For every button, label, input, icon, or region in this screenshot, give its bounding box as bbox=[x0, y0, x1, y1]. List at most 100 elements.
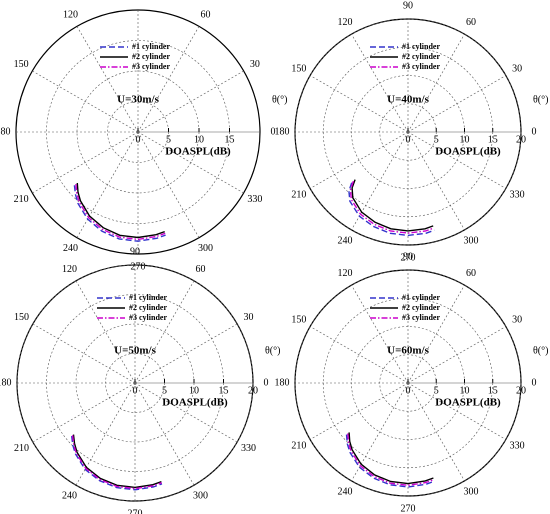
theta-tick-label: 270 bbox=[131, 261, 146, 272]
spoke bbox=[351, 284, 409, 384]
theta-tick-label: 180 bbox=[0, 126, 11, 137]
theta-tick-label: 90 bbox=[403, 251, 413, 262]
theta-tick-label: 210 bbox=[14, 443, 29, 454]
theta-tick-label: 150 bbox=[14, 312, 29, 323]
spoke bbox=[407, 326, 507, 384]
theta-tick-label: 150 bbox=[14, 59, 29, 70]
spoke bbox=[407, 75, 507, 133]
spoke bbox=[75, 280, 136, 384]
legend-label: #1 cylinder bbox=[129, 293, 167, 302]
radial-axis-label: DOASPL(dB) bbox=[165, 146, 231, 158]
polar-plot: 0510150306090120150180210240270300330U=3… bbox=[0, 0, 287, 272]
r-tick-label: 0 bbox=[136, 134, 141, 145]
spoke bbox=[351, 382, 409, 482]
spoke bbox=[407, 33, 465, 133]
theta-tick-label: 30 bbox=[512, 314, 522, 325]
polar-plot: 0 5 10 15 20 0 30 60 90 120 150 180 210 240 270 300 330 U… bbox=[275, 0, 549, 263]
theta-tick-label: 90 bbox=[130, 246, 140, 257]
angular-axis-label: θ(°) bbox=[272, 94, 287, 105]
angular-axis-label: θ(°) bbox=[265, 345, 280, 356]
theta-tick-label: 210 bbox=[291, 189, 306, 200]
theta-tick-label: 120 bbox=[338, 268, 353, 279]
theta-tick-label: 240 bbox=[63, 243, 78, 254]
theta-tick-label: 0 bbox=[532, 126, 537, 137]
r-tick-label: 20 bbox=[516, 385, 526, 396]
r-tick-label: 10 bbox=[189, 385, 199, 396]
theta-tick-label: 90 bbox=[133, 0, 143, 2]
theta-tick-label: 180 bbox=[0, 377, 12, 388]
legend-label: #2 cylinder bbox=[132, 52, 170, 61]
theta-tick-label: 90 bbox=[403, 0, 413, 11]
series-line bbox=[76, 182, 165, 239]
spoke bbox=[309, 75, 409, 133]
annotation: U=40m/s bbox=[387, 94, 429, 106]
theta-tick-label: 60 bbox=[201, 9, 211, 20]
theta-tick-label: 210 bbox=[291, 440, 306, 451]
series-line bbox=[349, 180, 434, 234]
series-line bbox=[73, 185, 166, 242]
theta-tick-label: 150 bbox=[291, 63, 306, 74]
theta-tick-label: 30 bbox=[243, 312, 253, 323]
angular-axis-label: θ(°) bbox=[533, 94, 548, 105]
theta-tick-label: 300 bbox=[464, 486, 479, 497]
spoke bbox=[407, 131, 507, 189]
theta-tick-label: 30 bbox=[512, 63, 522, 74]
spoke bbox=[309, 131, 409, 189]
series-line bbox=[348, 182, 435, 237]
r-tick-label: 15 bbox=[225, 134, 235, 145]
theta-tick-label: 60 bbox=[196, 264, 206, 275]
spoke bbox=[407, 382, 465, 482]
legend-label: #3 cylinder bbox=[132, 62, 170, 71]
series-line bbox=[347, 433, 435, 487]
r-tick-label: 10 bbox=[460, 385, 470, 396]
legend-label: #1 cylinder bbox=[132, 42, 170, 51]
r-tick-label: 0 bbox=[133, 385, 138, 396]
theta-tick-label: 240 bbox=[338, 235, 353, 246]
theta-tick-label: 270 bbox=[401, 503, 416, 514]
legend-label: #2 cylinder bbox=[402, 303, 440, 312]
r-tick-label: 15 bbox=[488, 134, 498, 145]
series-line bbox=[345, 434, 435, 488]
theta-tick-label: 300 bbox=[193, 491, 208, 502]
legend-label: #1 cylinder bbox=[402, 293, 440, 302]
theta-tick-label: 120 bbox=[62, 264, 77, 275]
theta-tick-label: 330 bbox=[510, 189, 525, 200]
spoke bbox=[76, 131, 139, 238]
spoke bbox=[137, 26, 200, 133]
series-line bbox=[75, 184, 166, 241]
theta-tick-label: 60 bbox=[466, 17, 476, 28]
theta-tick-label: 0 bbox=[271, 126, 276, 137]
angular-axis-label: θ(°) bbox=[533, 345, 548, 356]
legend-label: #3 cylinder bbox=[402, 62, 440, 71]
theta-tick-label: 240 bbox=[338, 486, 353, 497]
r-tick-label: 0 bbox=[406, 385, 411, 396]
spoke bbox=[32, 131, 139, 194]
spoke bbox=[32, 70, 139, 133]
polar-plot: 0 5 10 15 20 0 30 60 90 120 150 180 210 240 270 300 330 U… bbox=[275, 251, 549, 514]
radial-axis-label: DOASPL(dB) bbox=[162, 397, 228, 409]
r-tick-label: 20 bbox=[516, 134, 526, 145]
r-tick-label: 10 bbox=[460, 134, 470, 145]
r-tick-label: 15 bbox=[488, 385, 498, 396]
theta-tick-label: 210 bbox=[14, 194, 29, 205]
radial-axis-label: DOASPL(dB) bbox=[435, 146, 501, 158]
series-line bbox=[351, 179, 434, 232]
r-tick-label: 15 bbox=[219, 385, 229, 396]
spoke bbox=[407, 284, 465, 384]
theta-tick-label: 60 bbox=[466, 268, 476, 279]
theta-tick-label: 300 bbox=[464, 235, 479, 246]
legend-label: #3 cylinder bbox=[129, 313, 167, 322]
theta-tick-label: 300 bbox=[198, 243, 213, 254]
spoke bbox=[32, 382, 136, 443]
theta-tick-label: 330 bbox=[241, 443, 256, 454]
theta-tick-label: 0 bbox=[532, 377, 537, 388]
series-line bbox=[72, 434, 162, 489]
legend-label: #2 cylinder bbox=[402, 52, 440, 61]
spoke bbox=[309, 382, 409, 440]
theta-tick-label: 330 bbox=[247, 194, 262, 205]
spoke bbox=[407, 131, 465, 231]
theta-tick-label: 150 bbox=[291, 314, 306, 325]
theta-tick-label: 120 bbox=[63, 9, 78, 20]
theta-tick-label: 0 bbox=[264, 377, 269, 388]
